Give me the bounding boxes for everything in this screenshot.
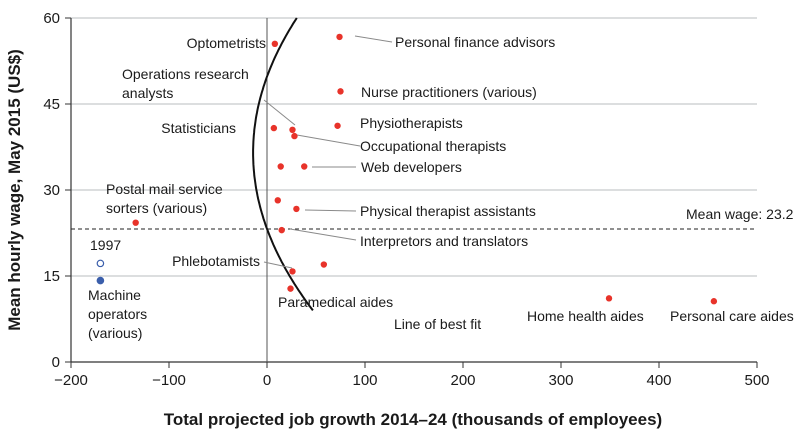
x-tick-label: 300 — [548, 372, 573, 389]
leader-line — [354, 35, 393, 43]
data-point — [334, 122, 341, 129]
leader-line — [263, 261, 293, 269]
label-personal-care-aides: Personal care aides — [670, 308, 794, 324]
leader-line — [289, 228, 357, 241]
data-point — [277, 163, 284, 170]
label-web-developers: Web developers — [361, 159, 462, 175]
label-operations-research-line2: analysts — [122, 85, 173, 101]
label-nurse-practitioners: Nurse practitioners (various) — [361, 84, 537, 100]
leader-lines — [263, 35, 393, 269]
data-point — [337, 88, 344, 95]
data-point — [289, 126, 296, 133]
label-phlebotamists: Phlebotamists — [172, 253, 260, 269]
data-point — [289, 268, 296, 275]
label-postal-sorters-line1: Postal mail service — [106, 181, 223, 197]
label-1997: 1997 — [90, 237, 121, 253]
y-tick-label: 45 — [43, 96, 60, 113]
x-tick-label: 400 — [646, 372, 671, 389]
fit-line-layer — [71, 17, 757, 312]
data-point — [291, 132, 298, 140]
y-tick-label: 15 — [43, 268, 60, 285]
label-statisticians: Statisticians — [161, 120, 236, 136]
x-tick-label: 100 — [352, 372, 377, 389]
data-point — [605, 295, 613, 302]
x-tick-label: 0 — [263, 372, 271, 389]
data-points — [96, 33, 718, 305]
label-physical-therapist-assistants: Physical therapist assistants — [360, 203, 536, 219]
point-labels: Optometrists Personal finance advisors Ope… — [88, 34, 794, 341]
label-interpretors-translators: Interpretors and translators — [360, 233, 528, 249]
x-tick-label: −200 — [54, 372, 88, 389]
data-point — [320, 261, 328, 268]
line-of-best-fit — [252, 17, 314, 312]
label-machine-operators-line3: (various) — [88, 325, 142, 341]
data-point — [132, 219, 139, 226]
x-tick-label: 200 — [450, 372, 475, 389]
x-tick-label: 500 — [744, 372, 769, 389]
leader-line — [296, 134, 361, 147]
x-axis-title: Total projected job growth 2014–24 (thou… — [164, 410, 662, 429]
axis-titles: Total projected job growth 2014–24 (thou… — [5, 49, 662, 429]
data-point — [270, 124, 278, 132]
data-point — [274, 197, 281, 204]
leader-line — [304, 209, 357, 212]
label-machine-operators-line2: operators — [88, 306, 147, 322]
data-point — [710, 298, 718, 305]
label-personal-finance-advisors: Personal finance advisors — [395, 34, 555, 50]
label-line-of-best-fit: Line of best fit — [394, 316, 481, 332]
data-point — [278, 226, 285, 234]
label-home-health-aides: Home health aides — [527, 308, 644, 324]
data-point — [271, 40, 279, 47]
y-tick-label: 60 — [43, 10, 60, 27]
data-point — [293, 205, 300, 213]
label-occupational-therapists: Occupational therapists — [360, 138, 506, 154]
data-point — [336, 33, 343, 41]
machine-operators-point — [96, 276, 105, 285]
x-tick-label: −100 — [152, 372, 186, 389]
gridlines — [71, 17, 757, 277]
y-tick-label: 0 — [52, 354, 60, 371]
y-tick-label: 30 — [43, 182, 60, 199]
label-postal-sorters-line2: sorters (various) — [106, 200, 207, 216]
machine-operators-1997-point — [96, 259, 105, 268]
axes: −200 −100 0 100 200 300 400 500 0 15 30 45 60 — [43, 10, 769, 389]
data-point — [287, 285, 294, 292]
y-axis-title: Mean hourly wage, May 2015 (US$) — [5, 49, 24, 331]
label-mean-wage: Mean wage: 23.2 — [686, 206, 794, 222]
data-point — [301, 163, 308, 170]
label-optometrists: Optometrists — [187, 35, 266, 51]
label-physiotherapists: Physiotherapists — [360, 115, 463, 131]
leader-line — [263, 99, 296, 126]
label-operations-research-line1: Operations research — [122, 66, 249, 82]
label-machine-operators-line1: Machine — [88, 287, 141, 303]
label-paramedical-aides: Paramedical aides — [278, 294, 393, 310]
